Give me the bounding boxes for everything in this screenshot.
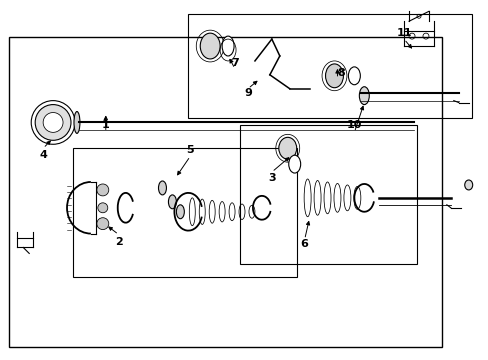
Text: 7: 7 xyxy=(231,58,239,68)
Ellipse shape xyxy=(325,64,343,88)
Bar xyxy=(240,125,416,264)
Ellipse shape xyxy=(168,195,176,209)
Ellipse shape xyxy=(74,112,80,133)
Text: 4: 4 xyxy=(39,150,47,160)
Circle shape xyxy=(98,203,107,213)
Bar xyxy=(73,148,296,277)
Bar xyxy=(9,37,441,347)
Ellipse shape xyxy=(222,36,234,56)
Circle shape xyxy=(97,218,108,230)
Bar xyxy=(188,14,471,118)
Ellipse shape xyxy=(359,87,368,105)
Text: 2: 2 xyxy=(115,237,122,247)
Text: 5: 5 xyxy=(186,145,194,155)
Text: 1: 1 xyxy=(102,121,109,130)
Ellipse shape xyxy=(464,180,472,190)
Circle shape xyxy=(43,113,63,132)
Ellipse shape xyxy=(158,181,166,195)
Ellipse shape xyxy=(347,67,360,85)
Ellipse shape xyxy=(176,205,184,219)
Text: 11: 11 xyxy=(396,28,411,38)
Text: 3: 3 xyxy=(267,173,275,183)
Text: 9: 9 xyxy=(244,88,251,98)
Text: 10: 10 xyxy=(346,121,361,130)
Ellipse shape xyxy=(288,155,300,173)
Ellipse shape xyxy=(200,33,220,59)
Circle shape xyxy=(97,184,108,196)
Text: 8: 8 xyxy=(337,68,345,78)
Circle shape xyxy=(35,105,71,140)
Ellipse shape xyxy=(278,137,296,159)
Text: 6: 6 xyxy=(300,239,308,249)
